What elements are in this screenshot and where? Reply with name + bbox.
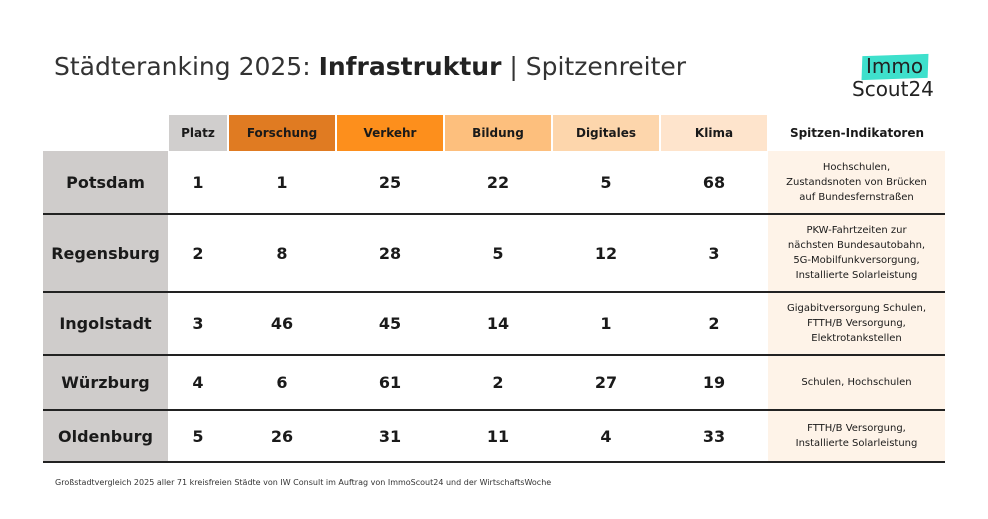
rank-cell: 5 [444,213,552,292]
table-row: Würzburg 4 6 61 2 27 19 Schulen, Hochschulen [43,354,945,410]
rank-cell: 2 [444,354,552,410]
indicators-cell: Gigabitversorgung Schulen, FTTH/B Versorg… [768,291,945,355]
indicator-line: Installierte Solarleistung [795,270,918,281]
column-header: Verkehr [335,115,444,151]
rank-cell: 22 [486,172,510,192]
indicator-line: FTTH/B Versorgung, [807,423,906,434]
column-header: Digitales [551,115,660,151]
city-name: Oldenburg [43,409,168,462]
rank-cell: 45 [336,291,444,355]
rank-cell: 5 [600,172,612,192]
table-row: Potsdam 1 1 25 22 5 68 Hochschulen, Zustandsnote… [43,151,945,214]
indicators-cell: Hochschulen, Zustandsnoten von Brücken auf… [768,151,945,214]
immoscout24-logo: Immo Scout24 [852,52,942,104]
empty-header [43,115,168,151]
ranking-table: Platz Forschung Verkehr Bildung Digitales Kli… [43,115,945,464]
page-title: Städteranking 2025: Infrastruktur | Spit… [54,52,686,81]
column-header: Spitzen-Indikatoren [767,115,945,151]
column-header: Forschung [227,115,336,151]
indicator-line: Zustandsnoten von Brücken [786,176,927,188]
indicators-cell: PKW-Fahrtzeiten zur nächsten Bundesautoba… [768,213,945,292]
city-name: Regensburg [43,213,168,292]
rank-cell: 11 [444,409,552,462]
rank-cell: 68 [702,172,726,192]
rank-cell: 33 [660,409,768,462]
indicator-line: FTTH/B Versorgung, [807,318,906,329]
rank-cell: 26 [228,409,336,462]
rank-cell: 61 [336,354,444,410]
logo-line1: Immo [866,54,924,78]
bottom-rule [43,461,945,464]
indicator-line: PKW-Fahrtzeiten zur [806,225,907,236]
rank-cell: 5 [168,409,228,462]
indicator-line: Hochschulen, [822,161,891,173]
indicator-line: auf Bundesfernstraßen [799,191,914,203]
column-header: Bildung [443,115,552,151]
rank-cell: 31 [336,409,444,462]
city-name: Ingolstadt [43,291,168,355]
rank-cell: 19 [660,354,768,410]
rank-cell: 1 [552,291,660,355]
table-row: Ingolstadt 3 46 45 14 1 2 Gigabitversorgung Sch… [43,291,945,355]
indicators-cell: Schulen, Hochschulen [768,354,945,410]
indicator-line: Gigabitversorgung Schulen, [786,303,926,314]
rank-cell: 2 [168,213,228,292]
rank-cell: 4 [552,409,660,462]
rank-cell: 14 [444,291,552,355]
rank-cell: 27 [552,354,660,410]
rank-cell: 6 [228,354,336,410]
city-name: Würzburg [43,354,168,410]
rank-cell: 2 [660,291,768,355]
indicators-cell: FTTH/B Versorgung, Installierte Solarleis… [768,409,945,462]
city-name: Potsdam [43,151,168,214]
indicator-line: Installierte Solarleistung [795,438,918,449]
table-row: Regensburg 2 8 28 5 12 3 PKW-Fahrtzeiten zur näc… [43,213,945,292]
logo-line2: Scout24 [852,77,934,101]
rank-cell: 12 [552,213,660,292]
rank-cell: 3 [660,213,768,292]
indicator-line: 5G-Mobilfunkversorgung, [793,255,920,266]
rank-cell: 8 [228,213,336,292]
column-header: Klima [659,115,768,151]
rank-cell: 28 [336,213,444,292]
footnote: Großstadtvergleich 2025 aller 71 kreisfr… [55,478,552,487]
rank-cell: 25 [378,172,402,192]
rank-cell: 4 [168,354,228,410]
indicator-line: Elektrotankstellen [811,333,902,344]
table-row: Oldenburg 5 26 31 11 4 33 FTTH/B Versorgung, Ins… [43,409,945,462]
title-bold: Infrastruktur [318,52,502,81]
rank-cell: 1 [276,172,288,192]
header-row: Platz Forschung Verkehr Bildung Digitales Kli… [43,115,945,151]
rank-cell: 1 [192,172,204,192]
indicator-line: nächsten Bundesautobahn, [787,240,926,251]
rank-cell: 3 [168,291,228,355]
indicator-line: Schulen, Hochschulen [801,377,912,388]
column-header: Platz [167,115,228,151]
rank-cell: 46 [228,291,336,355]
title-prefix: Städteranking 2025: [54,52,319,81]
title-suffix: | Spitzenreiter [501,52,687,81]
